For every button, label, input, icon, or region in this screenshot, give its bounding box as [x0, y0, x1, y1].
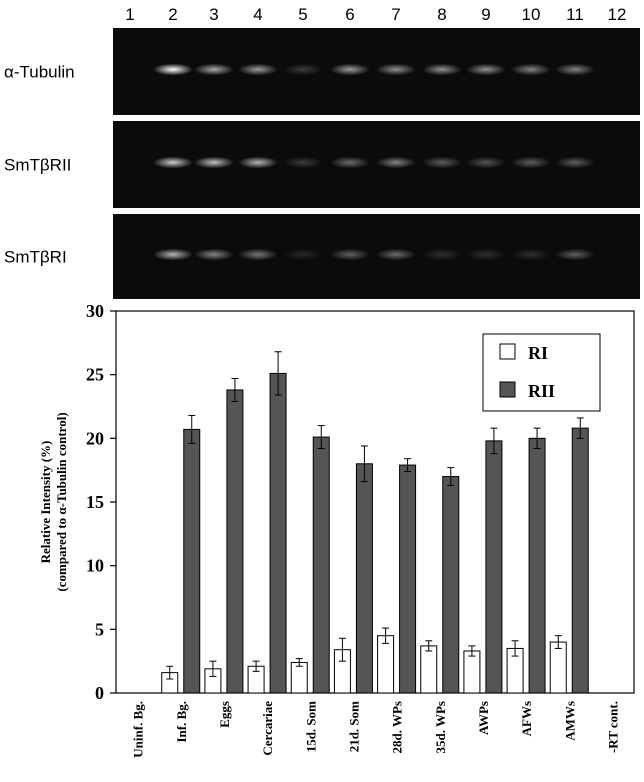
y-axis-label-line1: Relative Intensity (%)	[38, 441, 53, 564]
legend-swatch-ri	[499, 343, 516, 360]
bar-ri	[463, 650, 481, 694]
gel-band	[238, 156, 278, 169]
y-axis-label-line2: (compared to α-Tubulin control)	[54, 412, 69, 591]
lane-number: 1	[125, 5, 134, 24]
x-axis-categories: Uninf. Bg. Inf. Bg. Eggs Cercariae 15d. Som 2…	[131, 701, 621, 758]
x-category-label: AFWs	[519, 701, 534, 736]
gel-band	[376, 156, 416, 169]
lane-number: 5	[298, 5, 307, 24]
gel-panel-label: α-Tubulin	[4, 63, 75, 82]
gel-panel-label: SmTβRII	[4, 156, 71, 175]
x-category-label: -RT cont.	[605, 701, 620, 753]
gel-band	[330, 248, 370, 261]
gel-band	[466, 63, 506, 76]
gel-band	[238, 63, 278, 76]
gel-band	[422, 63, 462, 76]
bar-chart: 0 5 10 15 20 25 30 Uninf. Bg. Inf. Bg. Eggs Cerca…	[38, 301, 635, 758]
bar-ri	[290, 661, 308, 694]
gel-band	[555, 63, 595, 76]
gel-band	[555, 156, 595, 169]
gel-band	[511, 156, 551, 169]
y-axis: 0 5 10 15 20 25 30	[86, 301, 116, 703]
gel-band	[511, 248, 551, 261]
bar-rii	[399, 464, 417, 694]
y-tick-label: 15	[86, 492, 104, 512]
legend-swatch-rii	[499, 381, 516, 398]
bar-rii	[269, 372, 287, 694]
bar-ri	[377, 635, 395, 694]
bar-rii	[312, 436, 330, 694]
y-tick-label: 30	[86, 301, 104, 321]
bar-rii	[485, 440, 503, 694]
bar-ri	[420, 645, 438, 694]
gel-band	[153, 63, 193, 76]
x-category-label: Cercariae	[260, 701, 275, 756]
lane-number: 9	[481, 5, 490, 24]
bar-rii	[355, 463, 373, 694]
x-category-label: Uninf. Bg.	[131, 701, 146, 758]
y-tick-label: 20	[86, 428, 104, 448]
lane-number: 12	[608, 5, 627, 24]
x-category-label: 28d. WPs	[390, 701, 405, 754]
lane-number: 6	[345, 5, 354, 24]
bar-ri	[549, 641, 567, 694]
gel-band	[283, 63, 323, 76]
gel-band	[422, 248, 462, 261]
gel-band	[376, 248, 416, 261]
y-tick-label: 10	[86, 556, 104, 576]
x-category-label: AWPs	[476, 701, 491, 735]
bar-rii	[442, 476, 460, 694]
y-tick-label: 25	[86, 365, 104, 385]
bar-rii	[226, 389, 244, 694]
gel-band	[422, 156, 462, 169]
lane-number: 7	[391, 5, 400, 24]
gel-band	[194, 63, 234, 76]
bars	[161, 351, 589, 694]
lane-number: 10	[522, 5, 541, 24]
gel-band	[511, 63, 551, 76]
y-tick-label: 0	[95, 683, 104, 703]
bar-rii	[528, 437, 546, 694]
lane-number: 2	[168, 5, 177, 24]
gel-band	[466, 156, 506, 169]
gel-band	[555, 248, 595, 261]
lane-number: 8	[437, 5, 446, 24]
gel-band	[330, 156, 370, 169]
gel-band	[238, 248, 278, 261]
lane-number: 4	[253, 5, 262, 24]
x-category-label: AMWs	[562, 701, 577, 741]
gel-band	[153, 156, 193, 169]
gel-band	[194, 156, 234, 169]
x-category-label: 21d. Som	[346, 701, 361, 752]
gel-panel-label: SmTβRI	[4, 248, 67, 267]
gel-band	[330, 63, 370, 76]
gel-band	[194, 248, 234, 261]
bar-rii	[183, 428, 201, 694]
gel-band	[376, 63, 416, 76]
x-category-label: Inf. Bg.	[174, 701, 189, 743]
gel-band	[153, 248, 193, 261]
lane-number: 11	[566, 5, 584, 24]
legend-label-ri: RI	[528, 343, 548, 363]
lane-number: 3	[209, 5, 218, 24]
gel-band	[283, 248, 323, 261]
y-tick-label: 5	[95, 619, 104, 639]
x-category-label: 15d. Som	[303, 701, 318, 752]
gel-band	[466, 248, 506, 261]
x-category-label: 35d. WPs	[433, 701, 448, 754]
legend-label-rii: RII	[528, 381, 555, 401]
bar-rii	[571, 427, 589, 694]
gel-band	[283, 156, 323, 169]
x-category-label: Eggs	[217, 701, 232, 728]
legend: RI RII	[482, 333, 601, 412]
y-axis-title: Relative Intensity (%) (compared to α-Tu…	[38, 412, 69, 591]
